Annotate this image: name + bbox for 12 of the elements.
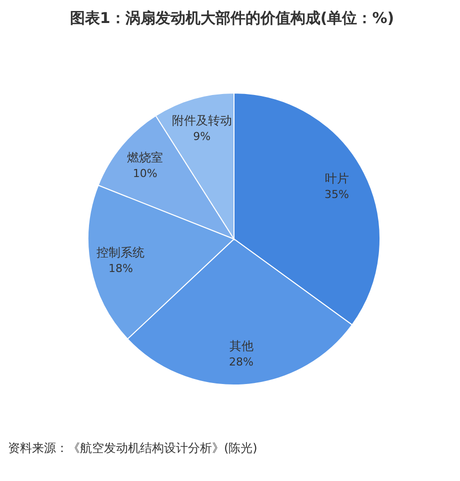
slice-label: 叶片 [324,172,349,186]
data-label: 28% [229,356,254,369]
data-label: 9% [193,130,211,143]
chart-title: 图表1：涡扇发动机大部件的价值构成(单位：%) [70,9,394,27]
data-label: 18% [108,262,133,276]
slice-label: 其他 [229,339,254,354]
data-label: 10% [132,166,158,180]
slice-label: 控制系统 [96,246,145,260]
slice-label: 附件及转动 [172,113,232,128]
text: 资料来源：《航空发动机结构设计分析》(陈光) [8,441,258,455]
slice-label: 燃烧室 [127,150,164,164]
data-label: 35% [324,188,349,202]
